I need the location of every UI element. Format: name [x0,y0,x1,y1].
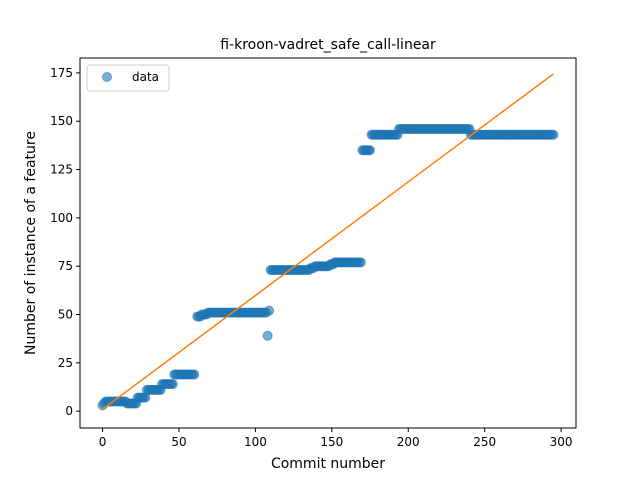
data-point [356,258,365,267]
x-tick-label: 150 [320,435,343,449]
y-tick-label: 125 [50,163,73,177]
y-tick-label: 50 [58,308,73,322]
data-point [263,331,272,340]
x-tick-label: 200 [397,435,420,449]
y-axis-label: Number of instance of a feature [23,131,39,355]
x-tick-label: 50 [171,435,186,449]
x-tick-label: 300 [550,435,573,449]
x-axis-label: Commit number [271,456,385,472]
data-point [168,380,177,389]
x-tick-label: 250 [473,435,496,449]
chart-title: fi-kroon-vadret_safe_call-linear [220,37,436,53]
y-tick-label: 25 [58,356,73,370]
data-point [549,130,558,139]
x-tick-label: 100 [244,435,267,449]
x-tick-label: 0 [99,435,107,449]
data-point [265,306,274,315]
data-point [190,370,199,379]
y-tick-label: 0 [65,404,73,418]
legend-label-data: data [132,70,159,84]
y-tick-label: 175 [50,66,73,80]
legend-marker [103,73,112,82]
y-tick-label: 150 [50,114,73,128]
data-point [366,146,375,155]
y-tick-label: 100 [50,211,73,225]
legend: data [87,65,169,91]
y-tick-label: 75 [58,259,73,273]
